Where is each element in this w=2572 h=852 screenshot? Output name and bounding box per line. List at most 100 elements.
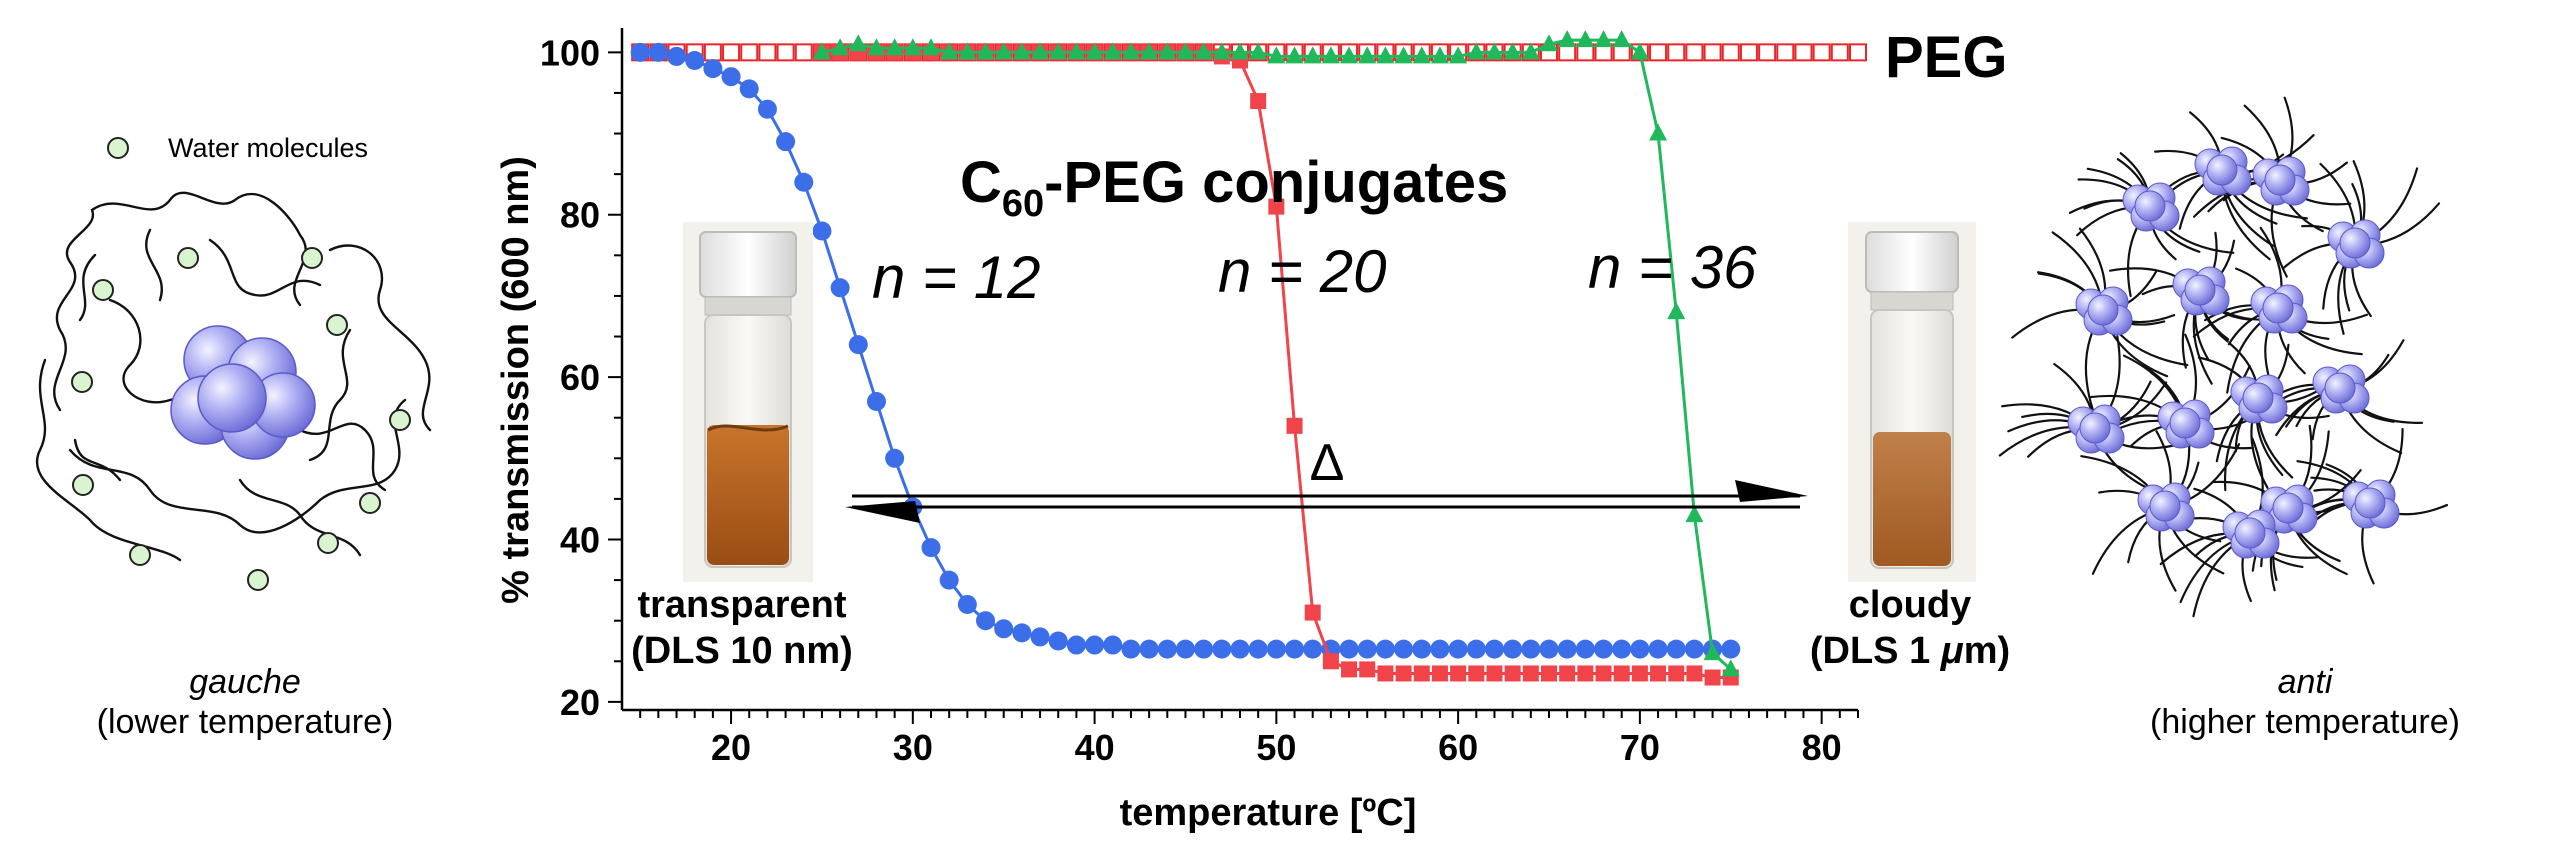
data-point: [958, 42, 977, 60]
data-point: [1067, 42, 1086, 60]
data-point: [1685, 505, 1704, 523]
data-point: [1012, 42, 1031, 60]
data-point: [1395, 665, 1412, 682]
data-point: [1776, 43, 1795, 62]
data-point: [685, 50, 705, 70]
delta-symbol: Δ: [1310, 434, 1345, 492]
data-point: [1357, 639, 1377, 659]
data-point: [1413, 665, 1430, 682]
anti-caption-italic: anti: [2278, 663, 2334, 701]
x-tick-label: 50: [1256, 727, 1296, 768]
data-point: [1794, 43, 1813, 62]
data-point: [1103, 42, 1122, 60]
data-point: [758, 43, 777, 62]
transparent-label: transparent: [637, 584, 846, 626]
data-point: [1557, 639, 1577, 659]
data-point: [1321, 46, 1340, 64]
data-point: [1739, 43, 1758, 62]
data-point: [1248, 639, 1268, 659]
data-point: [757, 99, 777, 119]
data-point: [1721, 639, 1741, 659]
fullerene: [2194, 146, 2252, 196]
x-tick-label: 70: [1620, 727, 1660, 768]
data-point: [1830, 43, 1849, 62]
data-point: [1594, 30, 1613, 48]
data-point: [794, 43, 813, 62]
data-point: [1049, 42, 1068, 60]
data-point: [1139, 639, 1159, 659]
data-point: [1703, 43, 1722, 62]
polymer-coil: [36, 191, 432, 562]
data-point: [1430, 46, 1449, 64]
fullerene: [2137, 482, 2195, 532]
water-molecule: [389, 409, 411, 431]
y-tick-label: 20: [560, 682, 600, 723]
data-point: [994, 619, 1014, 639]
series-2: [813, 44, 1739, 686]
data-point: [1666, 639, 1686, 659]
data-point: [1266, 639, 1286, 659]
x-tick-label: 40: [1075, 727, 1115, 768]
data-point: [1175, 639, 1195, 659]
data-point: [1521, 639, 1541, 659]
fullerene: [2260, 484, 2318, 534]
data-point: [1721, 43, 1740, 62]
data-point: [1285, 46, 1304, 64]
data-point: [1522, 665, 1539, 682]
data-point: [776, 132, 796, 152]
data-point: [722, 43, 741, 62]
cloudy-vial: [1848, 222, 1976, 582]
water-molecule: [359, 492, 381, 514]
data-point: [1339, 639, 1359, 659]
y-tick-label: 100: [540, 32, 600, 73]
n36-label: n = 36: [1588, 234, 1757, 301]
data-point: [1704, 669, 1721, 686]
data-point: [1467, 42, 1486, 60]
fullerene: [2222, 509, 2280, 559]
series-line: [821, 38, 1732, 671]
series-line: [821, 50, 1731, 680]
data-point: [1394, 46, 1413, 64]
data-point: [831, 38, 850, 56]
data-point: [1176, 42, 1195, 60]
data-point: [1575, 639, 1595, 659]
reversible-arrow: [845, 480, 1808, 523]
data-point: [1630, 639, 1650, 659]
data-point: [922, 38, 940, 56]
data-point: [1249, 42, 1268, 60]
fullerene: [2342, 479, 2400, 529]
fullerene: [2312, 364, 2370, 414]
gauche-illustration: Water molecules: [36, 133, 432, 741]
data-point: [1375, 639, 1395, 659]
data-point: [1849, 43, 1867, 62]
data-point: [1012, 623, 1032, 643]
data-point: [1667, 43, 1686, 62]
data-point: [1250, 93, 1267, 110]
data-point: [812, 221, 832, 241]
data-point: [648, 42, 668, 62]
data-point: [1539, 639, 1559, 659]
data-point: [848, 335, 868, 355]
data-point: [1066, 635, 1086, 655]
data-point: [1504, 665, 1521, 682]
water-molecule: [72, 474, 94, 496]
data-point: [1612, 30, 1631, 48]
water-molecule: [301, 247, 323, 269]
data-point: [1376, 46, 1395, 64]
data-point: [867, 38, 886, 56]
data-point: [1684, 639, 1704, 659]
data-point: [1484, 639, 1504, 659]
data-point: [1650, 665, 1667, 682]
data-point: [1121, 639, 1141, 659]
data-point: [849, 34, 868, 52]
water-molecule: [71, 371, 93, 393]
fullerene: [2157, 399, 2215, 449]
data-point: [1594, 639, 1614, 659]
data-point: [939, 570, 959, 590]
data-point: [1649, 123, 1668, 141]
data-point: [1649, 43, 1668, 62]
n12-label: n = 12: [872, 244, 1041, 311]
x-axis-label: temperature [ºC]: [1120, 792, 1417, 834]
data-point: [1431, 665, 1448, 682]
data-point: [1450, 665, 1467, 682]
